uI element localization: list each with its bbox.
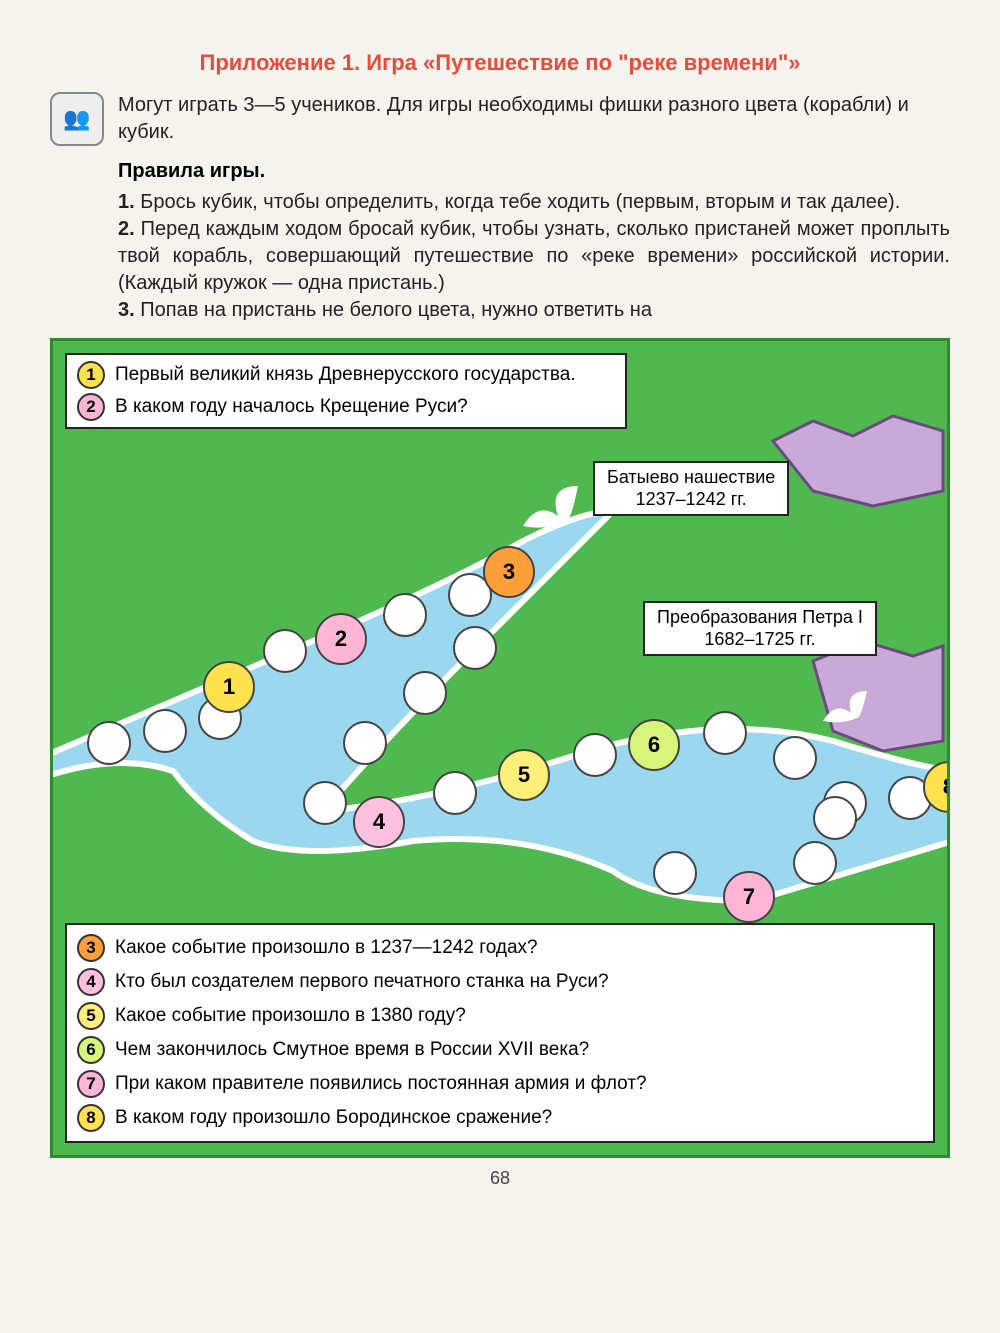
- question-row: 5 Какое событие произошло в 1380 году?: [77, 999, 923, 1033]
- question-box-top: 1 Первый великий князь Древнерусского гос…: [65, 353, 627, 429]
- question-row: 1 Первый великий князь Древнерусского гос…: [77, 359, 615, 391]
- river-station: [383, 593, 427, 637]
- question-row: 3 Какое событие произошло в 1237—1242 год…: [77, 931, 923, 965]
- group-icon: 👥: [50, 92, 104, 146]
- question-row: 4 Кто был создателем первого печатного ст…: [77, 965, 923, 999]
- question-text: Первый великий князь Древнерусского госу…: [115, 364, 576, 386]
- intro-text: Могут играть 3—5 учеников. Для игры необ…: [118, 92, 950, 146]
- river-station: [793, 841, 837, 885]
- rule-num-3: 3.: [118, 299, 135, 321]
- river-station-4: 4: [353, 796, 405, 848]
- river-station: [813, 796, 857, 840]
- question-text: В каком году началось Крещение Руси?: [115, 396, 468, 418]
- question-row: 7 При каком правителе появились постоянна…: [77, 1067, 923, 1101]
- game-board: 1 2 3 4 5 6 7 8 1 Первый великий князь Древнерус…: [50, 338, 950, 1158]
- rule-1: Брось кубик, чтобы определить, когда теб…: [140, 191, 900, 213]
- question-text: Кто был создателем первого печатного ста…: [115, 971, 609, 993]
- river-station: [653, 851, 697, 895]
- rule-2: Перед каждым ходом бросай кубик, чтобы у…: [118, 218, 950, 294]
- question-number-circle: 8: [77, 1104, 105, 1132]
- question-text: Какое событие произошло в 1380 году?: [115, 1005, 466, 1027]
- question-text: Чем закончилось Смутное время в России X…: [115, 1039, 589, 1061]
- question-number-circle: 7: [77, 1070, 105, 1098]
- question-row: 6 Чем закончилось Смутное время в России …: [77, 1033, 923, 1067]
- rule-3: Попав на пристань не белого цвета, нужно…: [140, 299, 652, 321]
- question-number-circle: 6: [77, 1036, 105, 1064]
- page-title: Приложение 1. Игра «Путешествие по "реке…: [50, 50, 950, 76]
- question-text: При каком правителе появились постоянная…: [115, 1073, 647, 1095]
- page-number: 68: [50, 1168, 950, 1189]
- question-text: В каком году произошло Бородинское сраже…: [115, 1107, 552, 1129]
- rule-num-1: 1.: [118, 191, 135, 213]
- river-station: [703, 711, 747, 755]
- river-station: [87, 721, 131, 765]
- river-station: [143, 709, 187, 753]
- river-station-3: 3: [483, 546, 535, 598]
- intro-row: 👥 Могут играть 3—5 учеников. Для игры не…: [50, 92, 950, 146]
- question-number-circle: 3: [77, 934, 105, 962]
- river-station: [403, 671, 447, 715]
- question-number-circle: 1: [77, 361, 105, 389]
- river-station-7: 7: [723, 871, 775, 923]
- river-station: [773, 736, 817, 780]
- question-number-circle: 2: [77, 393, 105, 421]
- event-box: Преобразования Петра I1682–1725 гг.: [643, 601, 877, 656]
- river-station-5: 5: [498, 749, 550, 801]
- rule-num-2: 2.: [118, 218, 135, 240]
- river-station: [433, 771, 477, 815]
- river-station-1: 1: [203, 661, 255, 713]
- river-station: [573, 733, 617, 777]
- question-text: Какое событие произошло в 1237—1242 года…: [115, 937, 538, 959]
- question-box-bottom: 3 Какое событие произошло в 1237—1242 год…: [65, 923, 935, 1143]
- question-row: 2 В каком году началось Крещение Руси?: [77, 391, 615, 423]
- river-station: [343, 721, 387, 765]
- river-station: [303, 781, 347, 825]
- question-number-circle: 4: [77, 968, 105, 996]
- river-station: [453, 626, 497, 670]
- event-box: Батыево нашествие1237–1242 гг.: [593, 461, 789, 516]
- question-number-circle: 5: [77, 1002, 105, 1030]
- river-station-6: 6: [628, 719, 680, 771]
- question-row: 8 В каком году произошло Бородинское сраж…: [77, 1101, 923, 1135]
- rules-text: 1. Брось кубик, чтобы определить, когда …: [118, 189, 950, 324]
- river-station-2: 2: [315, 613, 367, 665]
- river-station: [263, 629, 307, 673]
- rules-heading: Правила игры.: [118, 160, 950, 183]
